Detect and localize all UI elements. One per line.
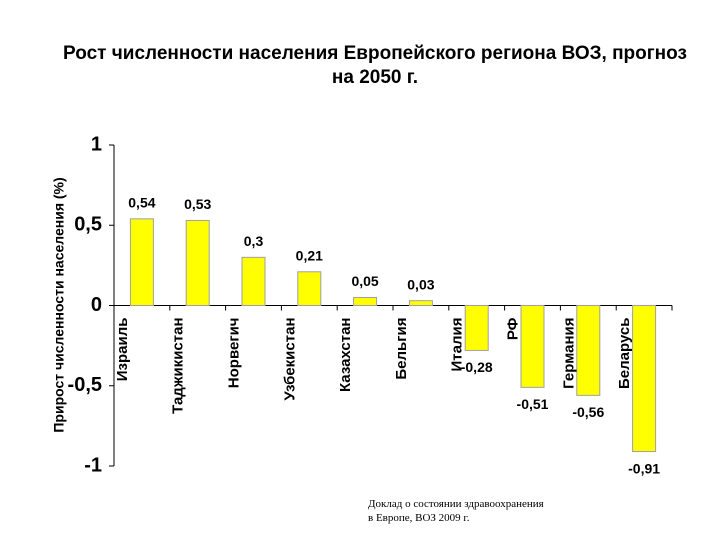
value-label: -0,56 (572, 404, 604, 420)
value-label: -0,91 (628, 460, 660, 476)
y-tick-label: 0,5 (74, 214, 102, 236)
bar (129, 218, 154, 306)
bar (464, 305, 489, 351)
source-note-line-2: в Европе, ВОЗ 2009 г. (368, 512, 470, 524)
category-label: Италия (449, 318, 466, 372)
bar (520, 305, 545, 388)
bar (632, 305, 657, 453)
value-label: 0,54 (128, 195, 155, 211)
category-label: Таджикистан (170, 318, 187, 414)
value-label: 0,21 (296, 247, 323, 263)
bar (576, 305, 601, 396)
category-label: Казахстан (337, 318, 354, 393)
category-label: Бельгия (393, 318, 410, 380)
bar (353, 296, 378, 307)
bar (297, 271, 322, 307)
value-label: 0,03 (407, 276, 434, 292)
category-label: Израиль (114, 318, 131, 382)
y-axis-label: Прирост численности населения (%) (51, 177, 67, 432)
value-label: 0,53 (184, 196, 211, 212)
category-label: РФ (504, 317, 521, 340)
y-tick-label: -0,5 (68, 374, 102, 396)
category-label: Норвегич (225, 318, 242, 389)
chart-title: Рост численности населения Европейского … (63, 43, 687, 88)
value-label: -0,28 (461, 359, 493, 375)
category-label: Германия (560, 318, 577, 389)
category-label: Беларусь (616, 318, 633, 390)
y-tick-label: -1 (84, 454, 102, 476)
y-tick-label: 1 (91, 133, 102, 155)
category-label: Узбекистан (281, 318, 298, 401)
value-label: 0,3 (244, 233, 264, 249)
bar (185, 219, 210, 306)
source-note-line-1: Доклад о состоянии здравоохранения (368, 498, 544, 510)
source-note: Доклад о состоянии здравоохранения в Евр… (368, 497, 544, 525)
y-tick-label: 0 (91, 294, 102, 316)
value-label: -0,51 (517, 396, 549, 412)
bar (241, 256, 266, 307)
bar (408, 300, 433, 306)
value-label: 0,05 (351, 273, 378, 289)
